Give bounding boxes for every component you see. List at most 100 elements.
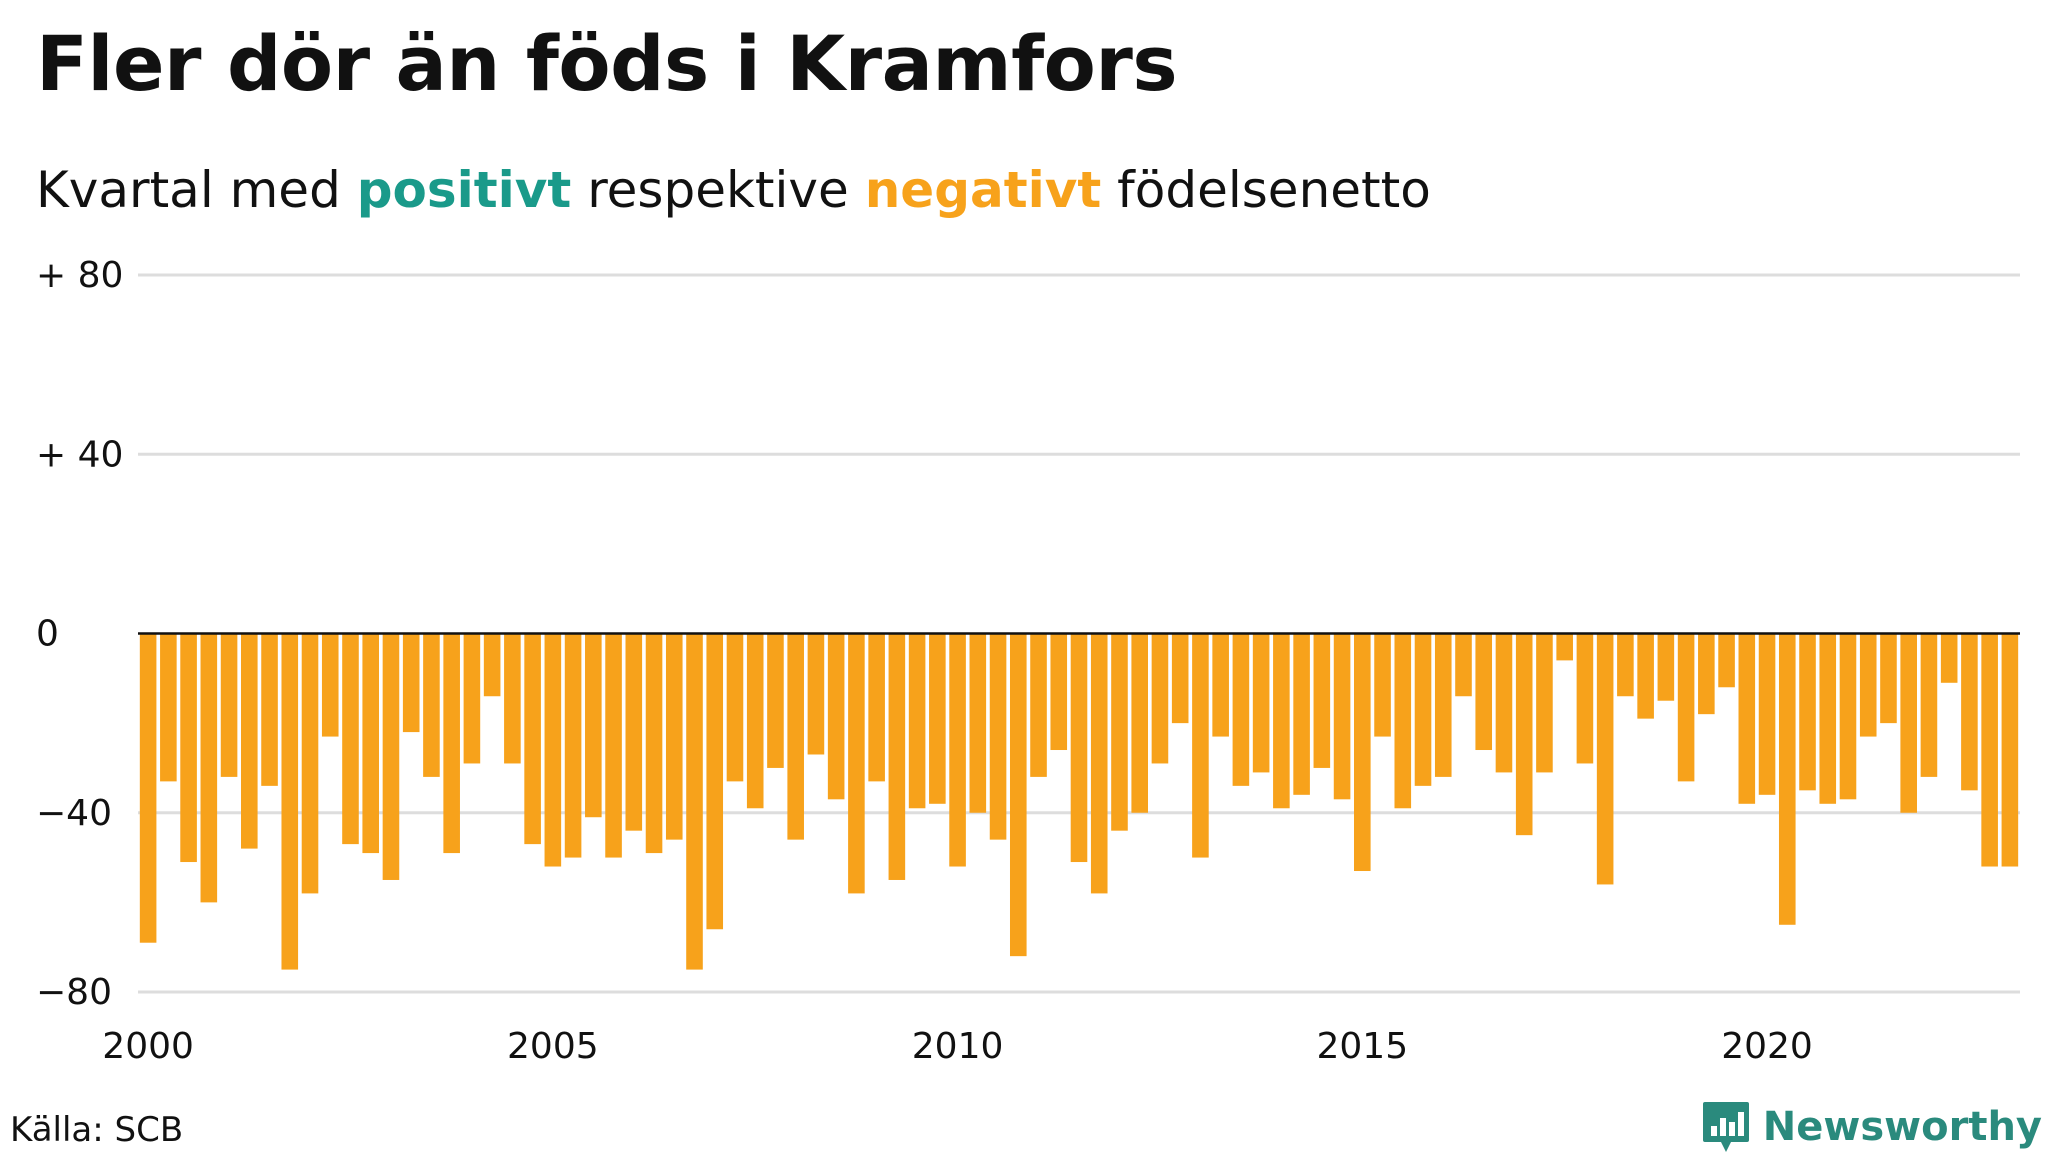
brand-name: Newsworthy bbox=[1762, 1104, 2042, 1150]
bar bbox=[423, 633, 440, 777]
bar bbox=[1900, 633, 1917, 813]
y-tick-label: −80 bbox=[36, 972, 112, 1013]
bar bbox=[1617, 633, 1634, 697]
x-axis-labels: 2000 2005 2010 2015 2020 bbox=[102, 1026, 1813, 1067]
bar bbox=[504, 633, 521, 764]
bar bbox=[362, 633, 380, 854]
bar bbox=[160, 633, 177, 782]
bar bbox=[1778, 633, 1796, 925]
bar bbox=[1556, 633, 1573, 661]
bar bbox=[1333, 633, 1351, 800]
bar bbox=[1273, 633, 1290, 809]
bar bbox=[686, 633, 703, 970]
bar bbox=[1880, 633, 1897, 724]
bar bbox=[1090, 633, 1108, 894]
bar bbox=[1434, 633, 1452, 777]
bar bbox=[1940, 633, 1958, 683]
chart-title: Fler dör än föds i Kramfors bbox=[36, 19, 1178, 108]
bar bbox=[1313, 633, 1331, 768]
x-tick-label: 2005 bbox=[507, 1026, 599, 1067]
bar bbox=[746, 633, 764, 809]
bar bbox=[1252, 633, 1270, 773]
y-tick-label: −40 bbox=[36, 793, 112, 834]
x-tick-label: 2000 bbox=[102, 1026, 194, 1067]
bar bbox=[1738, 633, 1756, 804]
bar bbox=[1151, 633, 1169, 764]
y-axis-labels: + 80 + 40 0 −40 −80 bbox=[36, 255, 123, 1013]
bar bbox=[1859, 633, 1877, 737]
subtitle-middle: respektive bbox=[587, 161, 849, 219]
bar bbox=[443, 633, 460, 854]
y-tick-label: 0 bbox=[36, 614, 59, 655]
x-tick-label: 2015 bbox=[1316, 1026, 1408, 1067]
bar bbox=[1758, 633, 1776, 795]
bar bbox=[1657, 633, 1675, 701]
bar bbox=[1961, 633, 1978, 791]
bar bbox=[908, 633, 926, 809]
bar bbox=[1920, 633, 1938, 777]
brand-logo: Newsworthy bbox=[1701, 1100, 2042, 1154]
bar-chart: + 80 + 40 0 −40 −80 2000 2005 2010 2015 2020 bbox=[36, 255, 2020, 1067]
bar bbox=[807, 633, 825, 755]
bar bbox=[1171, 633, 1189, 724]
bar bbox=[969, 633, 987, 813]
newsworthy-logo-icon bbox=[1702, 1102, 1749, 1152]
bar bbox=[1455, 633, 1472, 697]
bar bbox=[888, 633, 906, 880]
bar bbox=[706, 633, 724, 930]
bar bbox=[2001, 633, 2019, 867]
bar bbox=[1050, 633, 1068, 751]
bar bbox=[1718, 633, 1735, 688]
bar bbox=[1799, 633, 1816, 791]
y-tick-label: + 80 bbox=[36, 255, 123, 296]
source-note: Källa: SCB bbox=[10, 1110, 184, 1150]
bar bbox=[1394, 633, 1412, 809]
bar bbox=[544, 633, 562, 867]
bar bbox=[1475, 633, 1493, 751]
bar bbox=[929, 633, 946, 804]
bar bbox=[1981, 633, 1998, 867]
bar bbox=[1576, 633, 1594, 764]
bar bbox=[463, 633, 481, 764]
bar bbox=[827, 633, 845, 800]
bar bbox=[1374, 633, 1391, 737]
bar bbox=[1070, 633, 1088, 863]
bar bbox=[1030, 633, 1047, 777]
bar bbox=[1293, 633, 1310, 795]
bar bbox=[1354, 633, 1371, 872]
bar bbox=[1515, 633, 1533, 836]
bar bbox=[1192, 633, 1209, 858]
bar bbox=[1131, 633, 1148, 813]
bar bbox=[220, 633, 238, 777]
bar bbox=[241, 633, 258, 849]
bar bbox=[645, 633, 663, 854]
subtitle-positive-word: positivt bbox=[356, 161, 572, 219]
subtitle-suffix: födelsenetto bbox=[1117, 161, 1431, 219]
x-tick-label: 2020 bbox=[1721, 1026, 1813, 1067]
bar bbox=[1839, 633, 1857, 800]
bar bbox=[139, 633, 157, 943]
bar bbox=[1414, 633, 1432, 786]
bar bbox=[321, 633, 339, 737]
bars bbox=[139, 633, 2019, 970]
bar bbox=[848, 633, 865, 894]
bar bbox=[625, 633, 643, 831]
bar bbox=[382, 633, 400, 880]
subtitle-negative-word: negativt bbox=[864, 161, 1102, 219]
bar bbox=[301, 633, 319, 894]
bar bbox=[281, 633, 299, 970]
chart-subtitle: Kvartal med positivt respektive negativt… bbox=[36, 160, 1431, 220]
bar bbox=[767, 633, 784, 768]
y-tick-label: + 40 bbox=[36, 434, 123, 475]
bar bbox=[1677, 633, 1695, 782]
bar bbox=[665, 633, 683, 840]
bar bbox=[868, 633, 885, 782]
bar bbox=[1111, 633, 1128, 831]
subtitle-prefix: Kvartal med bbox=[36, 161, 341, 219]
bar bbox=[1819, 633, 1837, 804]
bar bbox=[787, 633, 804, 840]
bar bbox=[483, 633, 501, 697]
bar bbox=[1596, 633, 1614, 885]
bar bbox=[1232, 633, 1250, 786]
bar bbox=[585, 633, 602, 818]
